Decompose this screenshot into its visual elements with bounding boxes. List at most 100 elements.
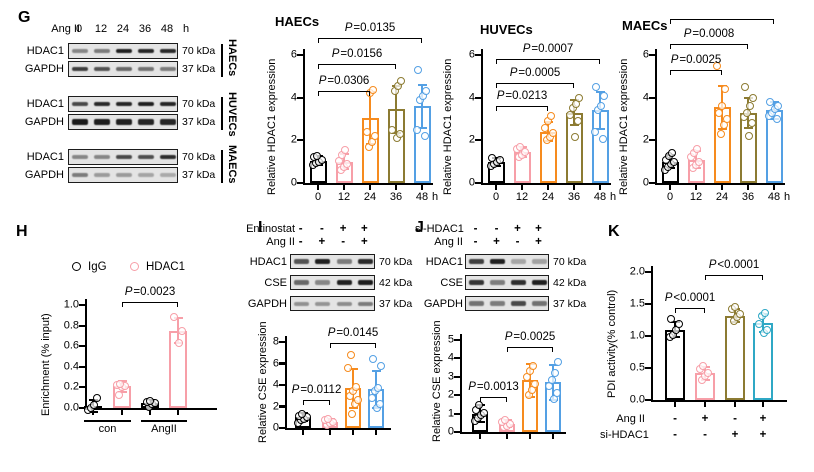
panel-h-label: H (16, 223, 28, 240)
p-value-label: P=0.0156 (331, 47, 383, 60)
blot-band (315, 280, 331, 285)
data-point (668, 149, 676, 158)
p-value-label: P<0.0001 (708, 259, 760, 272)
x-tick (368, 185, 372, 191)
x-tick (668, 185, 672, 191)
panel-k-label: K (608, 223, 620, 240)
data-point (591, 127, 599, 136)
y-tick (279, 340, 285, 344)
blot-box (68, 61, 178, 77)
blot-band (336, 259, 352, 264)
y-axis (284, 336, 287, 431)
y-tick-label: 8 (272, 335, 279, 348)
data-point (488, 154, 496, 163)
y-axis-label: Enrichment (% input) (40, 313, 52, 416)
y-tick-label: 4 (468, 91, 475, 104)
error-bar (573, 99, 575, 126)
kda-label: 37 kDa (379, 297, 413, 310)
data-point (766, 97, 774, 106)
y-tick-label: 0 (272, 421, 279, 434)
significance-bracket (318, 37, 422, 43)
protein-label: HDAC1 (26, 98, 64, 110)
y-tick-label: 0.2 (63, 380, 79, 393)
y-tick (79, 365, 85, 368)
x-axis (459, 432, 566, 435)
blot-box (290, 275, 375, 290)
condition-value: - (494, 223, 499, 235)
x-tick-label: 48 (767, 191, 781, 203)
error-bar-cap (743, 126, 753, 129)
y-tick-label: 6 (290, 48, 297, 61)
data-point (745, 132, 753, 141)
panel-g-label: G (18, 9, 31, 26)
data-point (178, 326, 186, 335)
blot-box (290, 254, 375, 269)
condition-label: Entinostat (246, 223, 295, 235)
p-value-label: P=0.0025 (670, 53, 722, 66)
blot-band (357, 259, 373, 264)
group-label: con (98, 423, 117, 435)
data-point (421, 132, 429, 141)
data-point (422, 87, 430, 96)
x-tick (733, 402, 737, 408)
data-point (354, 396, 362, 405)
y-tick (454, 412, 460, 415)
error-bar (529, 363, 531, 398)
blot-band (138, 155, 154, 159)
blot-box (68, 96, 178, 112)
x-tick (342, 185, 346, 191)
blot-header-time: 36 (138, 23, 152, 35)
significance-bracket (496, 59, 600, 65)
blot-box (68, 114, 178, 130)
p-value-label: P=0.0008 (683, 28, 735, 41)
y-tick (454, 375, 460, 378)
x-tick (120, 410, 124, 416)
condition-value: + (731, 429, 739, 441)
y-axis (654, 49, 657, 186)
blot-band (116, 119, 132, 125)
data-point (341, 145, 349, 154)
blot-band (72, 119, 88, 125)
cell-type-label: MAECs (226, 145, 238, 184)
y-axis (480, 49, 483, 186)
y-tick (645, 270, 651, 274)
y-tick-label: 0.8 (63, 319, 79, 332)
y-tick-label: 1.0 (63, 298, 79, 311)
condition-value: - (473, 236, 478, 248)
data-point (313, 152, 321, 161)
x-tick (772, 185, 776, 191)
blot-band (469, 301, 484, 306)
protein-label: HDAC1 (26, 45, 64, 57)
y-tick (279, 405, 285, 408)
x-tick-label: 36 (741, 191, 755, 203)
y-tick (649, 96, 655, 99)
data-point (374, 384, 382, 393)
protein-label: HDAC1 (26, 151, 64, 163)
x-tick-label: 24 (541, 191, 555, 203)
blot-box (465, 254, 549, 269)
y-tick (79, 345, 85, 348)
condition-value: - (298, 236, 303, 248)
data-point (90, 400, 98, 409)
data-point (348, 410, 356, 419)
data-point (721, 85, 729, 94)
y-tick (454, 338, 460, 342)
blot-band (94, 49, 110, 53)
data-point (761, 308, 769, 317)
data-point (352, 383, 360, 392)
data-point (516, 142, 524, 151)
blot-header-time: 0 (75, 23, 83, 35)
y-tick-label: 1 (447, 407, 454, 420)
y-tick-label: 0.0 (629, 393, 645, 406)
protein-label: GAPDH (24, 63, 64, 75)
error-bar (547, 122, 549, 142)
data-point (575, 93, 583, 102)
condition-label: Ang II (434, 236, 463, 248)
condition-value: - (733, 413, 737, 425)
blot-box (465, 296, 549, 311)
x-tick (351, 430, 355, 436)
x-tick-label: 36 (389, 191, 403, 203)
y-tick (279, 426, 285, 430)
significance-bracket (705, 275, 763, 281)
